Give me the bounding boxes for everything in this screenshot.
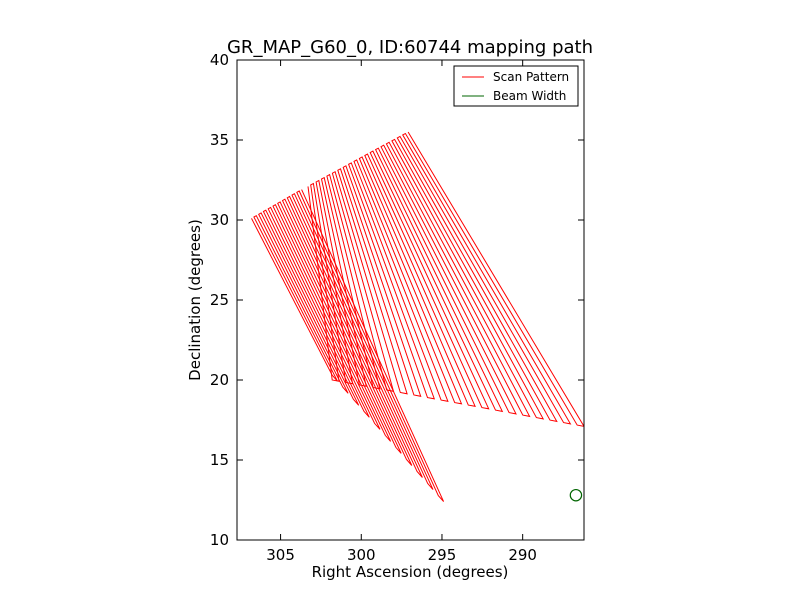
legend-label-scan-pattern: Scan Pattern bbox=[493, 70, 569, 84]
x-tick-label: 305 bbox=[266, 546, 295, 564]
series-layer bbox=[251, 131, 584, 502]
y-tick-label: 35 bbox=[210, 131, 229, 149]
x-axis: 305 300 295 290 bbox=[266, 60, 537, 564]
x-tick-label: 295 bbox=[428, 546, 457, 564]
y-tick-label: 20 bbox=[210, 371, 229, 389]
y-tick-label: 15 bbox=[210, 451, 229, 469]
y-tick-label: 30 bbox=[210, 211, 229, 229]
legend-box bbox=[453, 65, 579, 107]
scan-pattern-path bbox=[307, 131, 584, 427]
x-axis-label: Right Ascension (degrees) bbox=[312, 563, 509, 581]
scan-pattern-path bbox=[251, 189, 445, 502]
y-tick-label: 40 bbox=[210, 51, 229, 69]
y-tick-label: 10 bbox=[210, 531, 229, 549]
chart-title: GR_MAP_G60_0, ID:60744 mapping path bbox=[227, 37, 593, 58]
beam-width-circle bbox=[569, 488, 583, 502]
y-axis: 10 15 20 25 30 35 40 bbox=[210, 51, 584, 549]
y-tick-label: 25 bbox=[210, 291, 229, 309]
legend: Scan Pattern Beam Width bbox=[453, 65, 579, 107]
legend-label-beam-width: Beam Width bbox=[493, 89, 566, 103]
x-tick-label: 290 bbox=[508, 546, 537, 564]
y-axis-label: Declination (degrees) bbox=[186, 219, 204, 381]
plot-background bbox=[237, 60, 584, 540]
x-tick-label: 300 bbox=[347, 546, 376, 564]
plot-area bbox=[236, 59, 585, 541]
